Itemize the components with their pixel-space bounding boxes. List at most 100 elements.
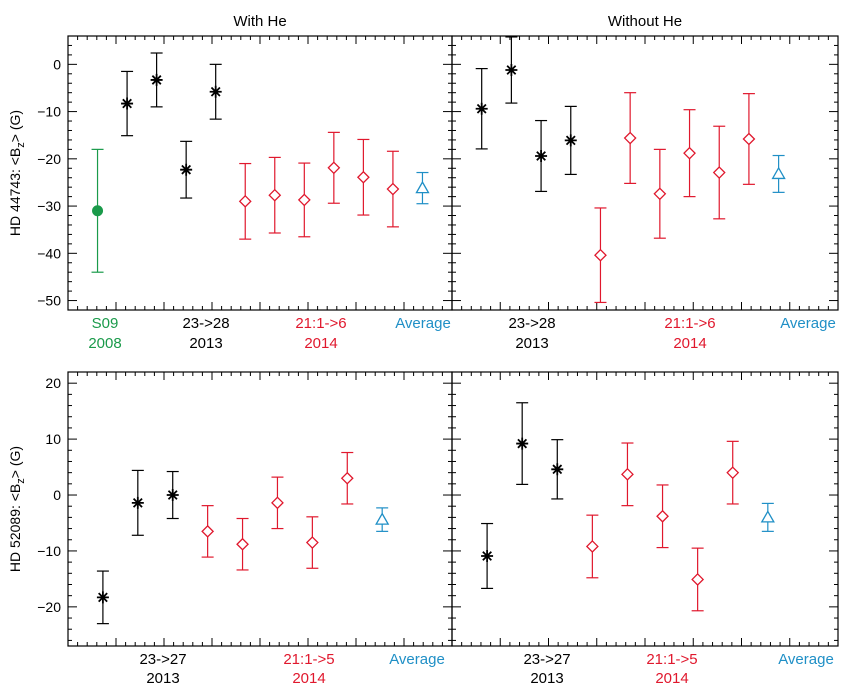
data-point-asterisk (535, 119, 548, 193)
y-axis-label: HD 44743: <Bz> (G) (7, 110, 27, 236)
data-point-asterisk (166, 470, 179, 520)
data-point-diamond (653, 148, 667, 239)
marker-diamond (305, 536, 319, 549)
marker-diamond (356, 170, 370, 184)
marker-asterisk (475, 102, 488, 115)
y-tick-label: −10 (37, 104, 61, 120)
data-point-triangle (771, 154, 786, 193)
data-point-diamond (656, 484, 669, 549)
data-point-asterisk (150, 52, 163, 108)
group-year-label: 2013 (515, 335, 548, 352)
panel-bottom-right: 23->27 2013 21:1->5 2014 Average (451, 371, 839, 684)
marker-diamond (683, 146, 696, 160)
marker-diamond (340, 471, 354, 485)
group-label: 23->28 (508, 315, 555, 332)
y-tick-label: −40 (37, 245, 61, 261)
data-point-triangle (415, 171, 430, 205)
group-label: 21:1->6 (295, 315, 346, 332)
data-point-triangle (375, 507, 390, 532)
y-tick-label: −10 (37, 543, 61, 559)
data-point-asterisk (180, 140, 193, 199)
marker-diamond (327, 161, 341, 175)
plot-frame (67, 371, 453, 647)
marker-diamond (653, 187, 667, 201)
marker-diamond (726, 466, 740, 480)
marker-diamond (712, 166, 726, 179)
marker-asterisk (481, 549, 494, 562)
marker-asterisk (96, 591, 109, 604)
y-tick-label: 20 (45, 375, 61, 391)
y-tick-label: 0 (53, 56, 61, 72)
group-label: 21:1->5 (646, 651, 697, 668)
data-point-diamond (623, 92, 637, 184)
marker-asterisk (505, 64, 518, 77)
marker-diamond (594, 248, 607, 262)
marker-diamond (585, 540, 599, 553)
data-point-diamond (236, 517, 249, 571)
panel-title: Without He (608, 13, 682, 30)
marker-asterisk (150, 73, 163, 86)
group-year-label: 2014 (292, 670, 325, 684)
group-label: Average (389, 651, 445, 668)
marker-diamond (656, 509, 669, 523)
group-year-label: 2013 (530, 670, 563, 684)
marker-asterisk (131, 496, 144, 509)
data-points (481, 402, 775, 612)
data-point-diamond (238, 162, 252, 240)
marker-triangle (375, 512, 390, 525)
data-point-asterisk (505, 36, 518, 104)
group-label: Average (395, 315, 451, 332)
data-point-asterisk (209, 63, 222, 120)
group-year-label: 2014 (304, 335, 337, 352)
data-point-diamond (340, 451, 354, 505)
data-point-asterisk (96, 570, 109, 625)
marker-circle (92, 205, 104, 217)
panel-bottom-left: 20 10 0 −10 −20 HD 52089: <Bz> (G) 23->27 2013 2… (7, 371, 453, 684)
y-axis-label: HD 52089: <Bz> (G) (7, 446, 27, 572)
marker-diamond (236, 537, 249, 551)
marker-diamond (623, 131, 637, 145)
marker-asterisk (551, 463, 564, 476)
y-tick-label: −30 (37, 198, 61, 214)
marker-asterisk (564, 134, 577, 147)
marker-asterisk (121, 97, 134, 110)
group-year-label: 2008 (88, 335, 121, 352)
data-point-diamond (356, 138, 370, 216)
data-point-diamond (327, 131, 341, 204)
group-year-label: 2013 (146, 670, 179, 684)
group-label: 21:1->6 (664, 315, 715, 332)
data-point-diamond (386, 150, 400, 228)
group-label: 23->28 (182, 315, 229, 332)
panel-top-right: Without He 23->28 2013 21:1->6 2014 Average (451, 13, 839, 352)
y-tick-label: −20 (37, 599, 61, 615)
group-label: Average (780, 315, 836, 332)
marker-triangle (760, 510, 775, 523)
data-point-diamond (742, 93, 756, 185)
y-tick-label: 0 (53, 487, 61, 503)
marker-asterisk (535, 149, 548, 162)
group-label: 21:1->5 (283, 651, 334, 668)
marker-diamond (238, 194, 252, 208)
data-point-diamond (268, 156, 282, 234)
group-year-label: 2014 (673, 335, 706, 352)
data-point-asterisk (481, 522, 494, 590)
marker-diamond (201, 524, 215, 538)
marker-diamond (742, 132, 756, 146)
marker-diamond (691, 573, 705, 586)
data-point-asterisk (551, 439, 564, 500)
y-tick-label: −50 (37, 293, 61, 309)
data-points (96, 451, 390, 625)
data-point-diamond (712, 125, 726, 220)
group-label: S09 (92, 315, 119, 332)
data-point-asterisk (516, 402, 529, 485)
group-label: Average (778, 651, 834, 668)
data-point-diamond (683, 109, 696, 198)
y-tick-label: −20 (37, 151, 61, 167)
data-point-diamond (726, 440, 740, 505)
data-point-diamond (691, 547, 705, 612)
marker-triangle (415, 180, 430, 194)
marker-diamond (297, 193, 311, 207)
group-year-label: 2013 (189, 335, 222, 352)
data-point-diamond (594, 207, 607, 304)
data-point-diamond (297, 162, 311, 238)
